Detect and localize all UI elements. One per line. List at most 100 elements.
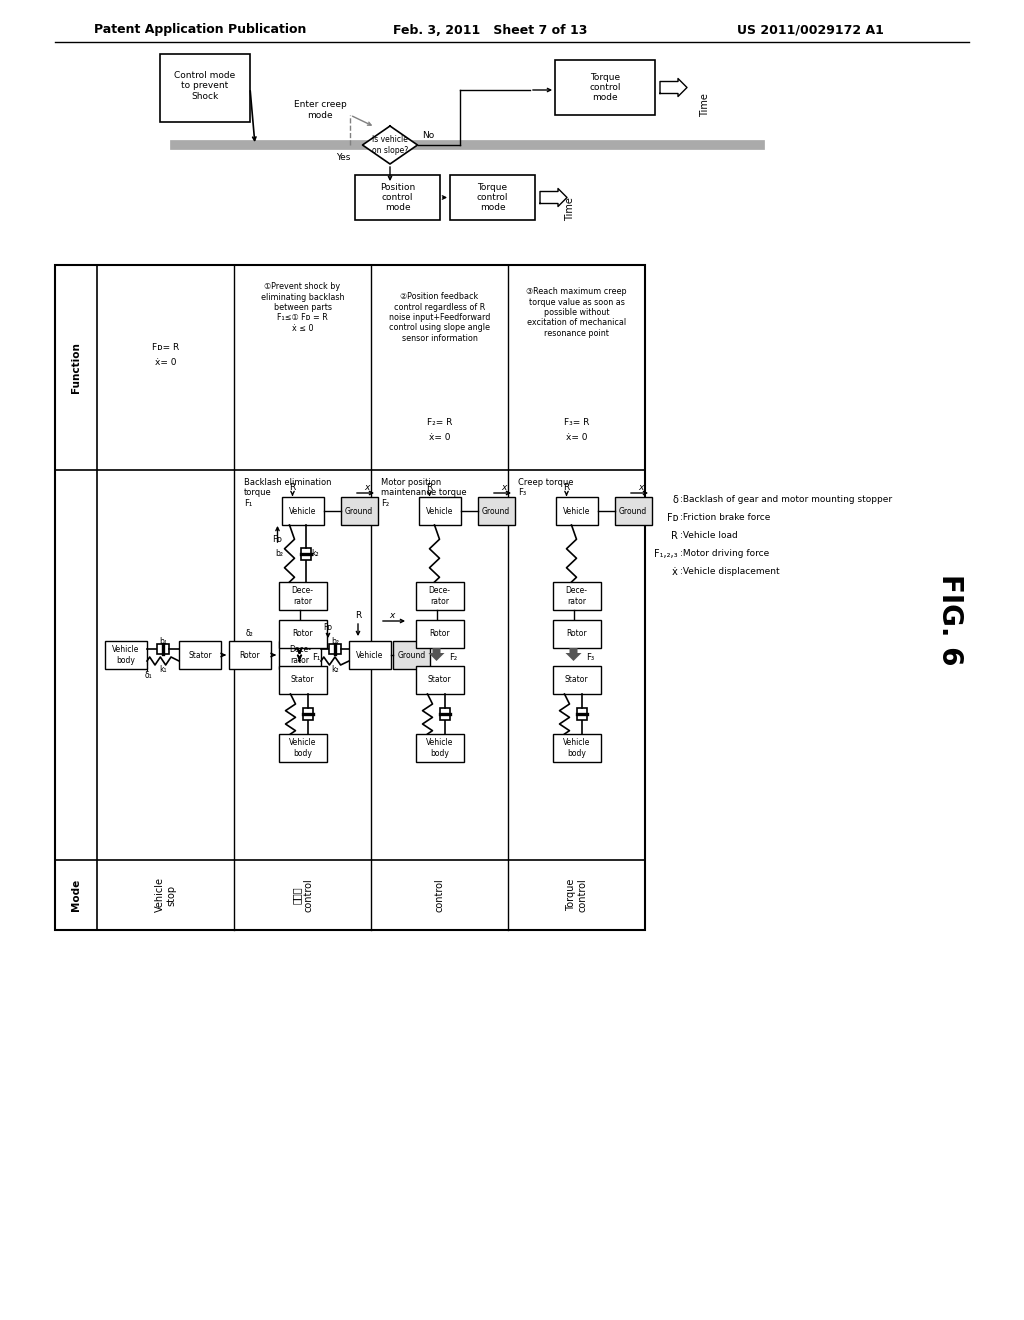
Text: x: x (638, 483, 644, 492)
Text: Vehicle
body: Vehicle body (113, 645, 139, 665)
Bar (393, 642, 430, 669)
Text: Vehicle: Vehicle (426, 507, 454, 516)
Text: R: R (563, 483, 569, 492)
Text: ẋ= 0: ẋ= 0 (565, 433, 587, 442)
Text: δ₂: δ₂ (246, 628, 254, 638)
Text: Mode: Mode (71, 879, 81, 911)
Text: Torque
control
mode: Torque control mode (589, 73, 621, 103)
Text: ẋ= 0: ẋ= 0 (155, 358, 176, 367)
Text: Vehicle: Vehicle (356, 651, 384, 660)
Text: Fᴅ: Fᴅ (667, 513, 678, 523)
Text: FIG. 6: FIG. 6 (936, 574, 964, 665)
Text: :Vehicle displacement: :Vehicle displacement (680, 568, 779, 577)
Text: ẋ: ẋ (672, 568, 678, 577)
Text: x: x (365, 483, 370, 492)
Text: Fᴅ: Fᴅ (272, 536, 283, 544)
Text: b₁: b₁ (159, 636, 167, 645)
Text: Vehicle: Vehicle (289, 507, 316, 516)
Text: x: x (502, 483, 507, 492)
Bar (279, 620, 327, 648)
Bar (349, 642, 391, 669)
Text: Fᴅ= R: Fᴅ= R (152, 343, 179, 352)
Bar (279, 734, 327, 762)
Text: Time: Time (700, 94, 710, 117)
Text: Rotor: Rotor (292, 630, 312, 639)
Text: Ground: Ground (345, 507, 373, 516)
Text: Torque
control: Torque control (565, 878, 588, 912)
Text: Enter creep
mode: Enter creep mode (294, 100, 346, 120)
Text: ẋ= 0: ẋ= 0 (429, 433, 451, 442)
Bar (282, 498, 324, 525)
Text: F₂: F₂ (450, 652, 458, 661)
Bar (279, 642, 321, 669)
Text: R: R (426, 483, 432, 492)
Bar (450, 176, 535, 220)
Bar (419, 498, 461, 525)
Bar (439, 708, 450, 719)
Text: Vehicle
body: Vehicle body (426, 738, 454, 758)
Bar (553, 620, 600, 648)
Bar (329, 644, 341, 653)
Text: R: R (671, 531, 678, 541)
Text: k₁: k₁ (160, 664, 167, 673)
Text: δ: δ (672, 495, 678, 506)
Text: R: R (355, 611, 361, 620)
Text: ①Prevent shock by
eliminating backlash
between parts
F₁≤① Fᴅ = R
ẋ ≤ 0: ①Prevent shock by eliminating backlash b… (261, 282, 344, 333)
Text: Patent Application Publication: Patent Application Publication (94, 24, 306, 37)
Bar (553, 667, 600, 694)
Text: k₂: k₂ (311, 549, 319, 558)
Bar (614, 498, 651, 525)
Bar (55, 265, 645, 931)
Bar (416, 620, 464, 648)
Text: F₃: F₃ (587, 652, 595, 661)
Text: :Motor driving force: :Motor driving force (680, 549, 769, 558)
Text: b₂: b₂ (331, 636, 339, 645)
Bar (341, 498, 378, 525)
Text: Dece-
rator: Dece- rator (565, 586, 588, 606)
Text: Fᴅ: Fᴅ (323, 623, 332, 631)
Text: Rotor: Rotor (429, 630, 450, 639)
Text: Dece-
rator: Dece- rator (428, 586, 451, 606)
Bar (160, 54, 250, 121)
Text: Stator: Stator (188, 651, 212, 660)
Text: Position
control
mode: Position control mode (380, 182, 415, 213)
Bar (577, 708, 587, 719)
Text: Vehicle: Vehicle (563, 507, 590, 516)
Bar (355, 176, 440, 220)
Text: 백래시
control: 백래시 control (292, 878, 313, 912)
Text: Ground: Ground (397, 651, 426, 660)
Text: Motor position
maintenance torque
F₂: Motor position maintenance torque F₂ (381, 478, 467, 508)
Text: No: No (423, 131, 435, 140)
Text: Vehicle
stop: Vehicle stop (155, 878, 176, 912)
Bar (477, 498, 514, 525)
Text: Dece-
rator: Dece- rator (292, 586, 313, 606)
Polygon shape (565, 648, 582, 661)
Text: Control mode
to prevent
Shock: Control mode to prevent Shock (174, 71, 236, 100)
Text: Backlash elimination
torque
F₁: Backlash elimination torque F₁ (244, 478, 332, 508)
Bar (229, 642, 271, 669)
Text: F₁: F₁ (312, 652, 321, 661)
Text: :Vehicle load: :Vehicle load (680, 532, 737, 540)
Text: F₂= R: F₂= R (427, 418, 453, 426)
Bar (300, 548, 310, 560)
Bar (279, 582, 327, 610)
Text: Vehicle
body: Vehicle body (563, 738, 590, 758)
Text: :Friction brake force: :Friction brake force (680, 513, 770, 523)
Text: Feb. 3, 2011   Sheet 7 of 13: Feb. 3, 2011 Sheet 7 of 13 (393, 24, 587, 37)
Text: Rotor: Rotor (566, 630, 587, 639)
Polygon shape (540, 189, 567, 206)
Text: US 2011/0029172 A1: US 2011/0029172 A1 (736, 24, 884, 37)
Text: δ₁: δ₁ (145, 671, 153, 680)
Text: Torque
control
mode: Torque control mode (477, 182, 508, 213)
Bar (416, 734, 464, 762)
Text: ②Position feedback
control regardless of R
noise input+Feedforward
control using: ②Position feedback control regardless of… (389, 292, 490, 343)
Bar (302, 708, 312, 719)
Text: F₁,₂,₃: F₁,₂,₃ (654, 549, 678, 558)
Text: b₂: b₂ (275, 549, 284, 558)
Text: Ground: Ground (482, 507, 510, 516)
Text: Stator: Stator (428, 676, 452, 685)
Text: k₂: k₂ (331, 664, 339, 673)
Polygon shape (362, 125, 418, 164)
Text: Stator: Stator (564, 676, 589, 685)
Text: Stator: Stator (291, 676, 314, 685)
